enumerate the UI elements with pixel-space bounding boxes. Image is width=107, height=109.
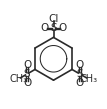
- Text: S: S: [77, 69, 83, 79]
- Text: O: O: [23, 78, 31, 88]
- Text: S: S: [50, 23, 57, 33]
- Text: O: O: [76, 78, 84, 88]
- Text: O: O: [23, 60, 31, 70]
- Text: O: O: [76, 60, 84, 70]
- Text: Cl: Cl: [48, 14, 59, 24]
- Text: O: O: [58, 23, 66, 33]
- Text: CH₃: CH₃: [10, 74, 28, 84]
- Text: S: S: [24, 69, 30, 79]
- Text: O: O: [41, 23, 49, 33]
- Text: CH₃: CH₃: [79, 74, 97, 84]
